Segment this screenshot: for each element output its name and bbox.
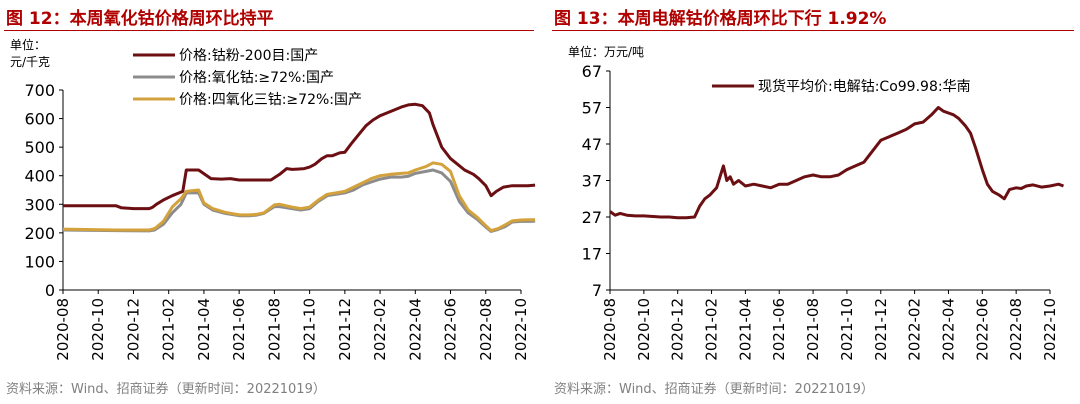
x-tick-label: 2021-10 [301,298,319,361]
y-tick-label: 700 [24,81,55,100]
x-tick-label: 2021-06 [770,298,788,361]
y-tick-label: 27 [582,208,602,227]
x-tick-label: 2022-02 [371,298,389,361]
x-tick-label: 2022-10 [1041,298,1059,361]
title-divider [552,30,1074,31]
x-tick-label: 2021-10 [838,298,856,361]
y-tick-label: 0 [45,281,55,300]
x-tick-label: 2021-06 [230,298,248,361]
y-tick-label: 47 [582,135,602,154]
x-tick-label: 2021-02 [160,298,178,361]
series-line [63,102,536,211]
y-tick-label: 37 [582,172,602,191]
legend-label: 价格:氧化钴:≥72%:国产 [179,70,334,86]
y-tick-label: 400 [24,167,55,186]
title-divider [4,30,534,31]
x-tick-label: 2021-02 [703,298,721,361]
chart-title: 图 12：本周氧化钴价格周环比持平 [6,9,274,29]
x-tick-label: 2022-04 [939,298,957,361]
x-tick-label: 2021-12 [872,298,890,361]
x-tick-label: 2022-10 [512,298,530,361]
y-tick-label: 600 [24,110,55,129]
x-tick-label: 2022-04 [406,298,424,361]
y-tick-label: 67 [582,62,602,81]
unit-label-line1: 单位： [10,38,47,52]
y-tick-label: 7 [592,281,602,300]
x-tick-label: 2021-04 [736,298,754,361]
chart-title: 图 13：本周电解钴价格周环比下行 1.92% [554,9,887,29]
x-tick-label: 2021-12 [336,298,354,361]
legend-label: 价格:钴粉-200目:国产 [179,48,318,64]
legend-label: 价格:四氧化三钴:≥72%:国产 [179,92,362,108]
series-line [62,161,536,233]
series-line [62,168,536,233]
x-tick-label: 2020-12 [124,298,142,361]
chart-panel-cobalt-oxide: 图 12：本周氧化钴价格周环比持平 单位： 元/千克 700 600 500 400 3… [4,9,536,397]
x-tick-label: 2021-04 [195,298,213,361]
x-tick-label: 2020-08 [54,298,72,361]
series-line [609,106,1065,220]
x-tick-label: 2020-08 [601,298,619,361]
y-tick-label: 200 [24,224,55,243]
x-tick-label: 2020-10 [635,298,653,361]
y-tick-label: 57 [582,99,602,118]
y-tick-label: 300 [24,195,55,214]
x-tick-label: 2022-06 [973,298,991,361]
unit-label-line2: 元/千克 [10,55,51,69]
x-tick-label: 2020-10 [89,298,107,361]
x-tick-label: 2022-08 [477,298,495,361]
y-tick-label: 100 [24,252,55,271]
source-note: 资料来源：Wind、招商证券（更新时间：20221019） [6,382,326,397]
x-tick-label: 2022-02 [906,298,924,361]
x-tick-label: 2021-08 [265,298,283,361]
y-tick-label: 17 [582,245,602,264]
x-tick-label: 2021-08 [804,298,822,361]
source-note: 资料来源：Wind、招商证券（更新时间：20221019） [554,382,874,397]
y-tick-label: 500 [24,138,55,157]
unit-label: 单位：万元/吨 [568,45,645,59]
x-tick-label: 2020-12 [669,298,687,361]
chart-panel-electrolytic-cobalt: 图 13：本周电解钴价格周环比下行 1.92% 单位：万元/吨 67 57 47 37… [548,0,1080,404]
x-tick-label: 2022-06 [442,298,460,361]
x-tick-label: 2022-08 [1007,298,1025,361]
legend-label: 现货平均价:电解钴:Co99.98:华南 [758,78,971,95]
